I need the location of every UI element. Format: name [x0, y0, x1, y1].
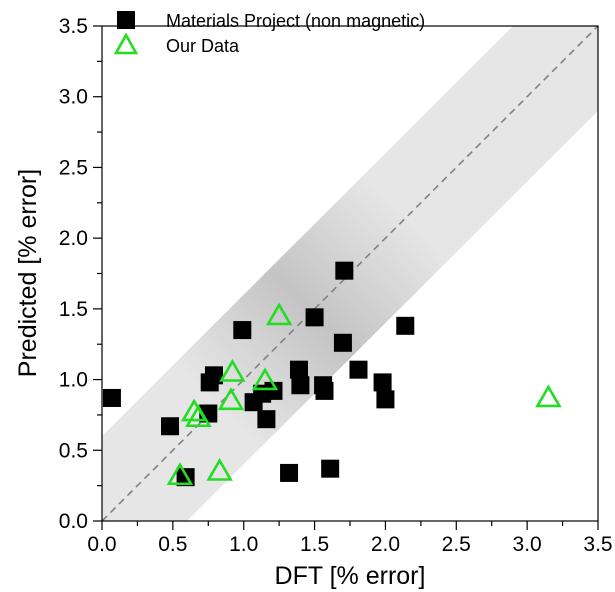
- data-point-square: [102, 388, 121, 407]
- data-point-square: [349, 360, 368, 379]
- y-tick-label: 1.0: [59, 369, 88, 392]
- legend: Materials Project (non magnetic) Our Dat…: [113, 11, 425, 56]
- x-axis-title: DFT [% error]: [275, 562, 426, 590]
- data-point-triangle: [535, 384, 562, 408]
- y-tick-label: 2.5: [59, 156, 88, 179]
- y-tick-label: 0.5: [59, 439, 88, 462]
- data-point-triangle: [206, 457, 233, 481]
- axes: 0.0 0.5 1.0 1.5 2.0 2.5 3.0 3.5 0.0 0.5 1.0 1.5 2.0 2…: [59, 15, 613, 556]
- y-tick-label: 0.0: [59, 510, 88, 533]
- data-point-square: [280, 463, 299, 482]
- data-point-triangle: [217, 387, 245, 411]
- data-marks: [102, 261, 562, 487]
- data-point-square: [335, 261, 354, 280]
- legend-marker-our-data: [113, 32, 139, 55]
- data-point-square: [373, 373, 392, 392]
- data-point-triangle: [166, 462, 194, 486]
- data-point-square: [305, 308, 324, 327]
- data-point-triangle: [251, 367, 279, 391]
- y-axis-title: Predicted [% error]: [14, 169, 42, 377]
- x-tick-label: 1.5: [300, 533, 329, 556]
- data-point-square: [376, 390, 395, 409]
- legend-label-materials-project: Materials Project (non magnetic): [166, 11, 425, 31]
- data-point-square: [204, 366, 223, 385]
- data-point-square: [264, 381, 283, 400]
- series-materials-project: [102, 261, 415, 487]
- x-tick-label: 2.5: [442, 533, 471, 556]
- x-tick-label: 0.0: [87, 533, 116, 556]
- y-tick-label: 1.5: [59, 298, 88, 321]
- data-point-triangle: [265, 302, 293, 326]
- data-point-square: [321, 459, 340, 478]
- data-point-triangle: [219, 358, 246, 382]
- y-tick-label: 3.0: [59, 86, 88, 109]
- x-tick-label: 2.0: [371, 533, 400, 556]
- data-point-square: [396, 316, 415, 335]
- data-point-triangle: [185, 404, 212, 428]
- x-tick-label: 3.0: [513, 533, 542, 556]
- legend-marker-materials-project: [117, 11, 135, 29]
- x-tick-label: 1.0: [229, 533, 258, 556]
- data-point-square: [289, 360, 308, 379]
- data-point-square: [257, 410, 276, 429]
- x-tick-label: 0.5: [158, 533, 187, 556]
- legend-label-our-data: Our Data: [166, 36, 240, 56]
- series-our-data: [166, 302, 562, 486]
- plot-area: [102, 26, 598, 521]
- data-point-square: [333, 333, 352, 352]
- y-tick-label: 3.5: [59, 15, 88, 38]
- y-tick-label: 2.0: [59, 227, 88, 250]
- x-tick-label: 3.5: [583, 533, 612, 556]
- data-point-square: [233, 321, 252, 340]
- data-point-square: [161, 417, 180, 436]
- data-point-square: [291, 376, 310, 395]
- data-point-square: [315, 381, 334, 400]
